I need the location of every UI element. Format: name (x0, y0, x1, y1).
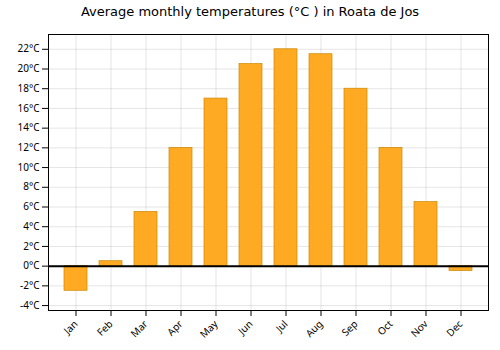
svg-text:Aug: Aug (302, 317, 325, 340)
svg-text:Jan: Jan (60, 317, 81, 338)
svg-text:Feb: Feb (93, 317, 115, 339)
svg-text:Mar: Mar (127, 317, 150, 340)
svg-text:16°C: 16°C (17, 101, 40, 115)
svg-text:2°C: 2°C (23, 239, 40, 253)
svg-text:0°C: 0°C (23, 258, 40, 272)
svg-text:Sep: Sep (338, 317, 360, 339)
svg-text:-4°C: -4°C (20, 298, 40, 312)
svg-text:Apr: Apr (164, 317, 186, 339)
svg-text:18°C: 18°C (17, 81, 40, 95)
svg-text:8°C: 8°C (23, 179, 40, 193)
svg-text:Jun: Jun (234, 317, 255, 338)
svg-text:12°C: 12°C (17, 140, 40, 154)
html-text:Average monthly temperatures (: Average monthly temperatures (°C ) in Ro… (80, 4, 420, 19)
svg-text:10°C: 10°C (17, 160, 40, 174)
svg-text:6°C: 6°C (23, 199, 40, 213)
svg-text:4°C: 4°C (23, 219, 40, 233)
svg-text:May: May (196, 316, 221, 341)
svg-text:-2°C: -2°C (20, 278, 40, 292)
svg-text:20°C: 20°C (17, 61, 40, 75)
svg-text:Dec: Dec (443, 317, 466, 340)
svg-text:Oct: Oct (374, 317, 396, 339)
svg-text:22°C: 22°C (17, 41, 40, 55)
svg-text:14°C: 14°C (17, 120, 40, 134)
svg-text:Nov: Nov (407, 316, 431, 340)
svg-text:Jul: Jul (272, 317, 291, 336)
